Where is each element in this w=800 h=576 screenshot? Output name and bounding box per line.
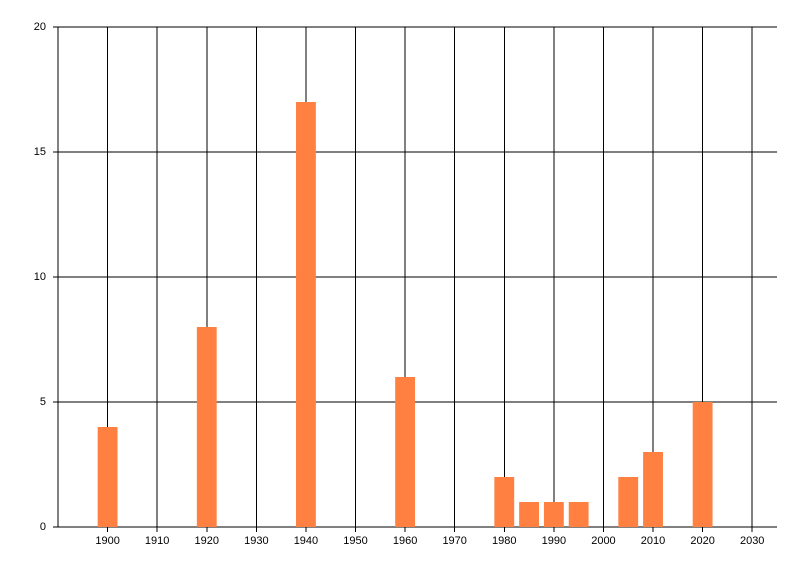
x-tick-label: 2000 — [591, 535, 615, 547]
x-tick-label: 1970 — [442, 535, 466, 547]
bar — [543, 502, 564, 527]
x-tick-label: 1930 — [244, 535, 268, 547]
bar — [494, 477, 515, 527]
x-tick-label: 1950 — [343, 535, 367, 547]
bar — [97, 427, 118, 527]
x-tick-label: 1910 — [145, 535, 169, 547]
x-tick-label: 2030 — [740, 535, 764, 547]
x-tick-label: 1920 — [195, 535, 219, 547]
x-tick-label: 1990 — [542, 535, 566, 547]
x-tick-label: 1940 — [294, 535, 318, 547]
bar — [519, 502, 539, 527]
bar — [692, 402, 713, 527]
bar — [618, 477, 639, 527]
bar — [395, 377, 416, 527]
bar — [568, 502, 589, 527]
x-tick-label: 2010 — [641, 535, 665, 547]
x-tick-label: 1900 — [95, 535, 119, 547]
y-tick-label: 20 — [34, 21, 46, 33]
y-tick-label: 5 — [40, 396, 46, 408]
y-tick-label: 10 — [34, 271, 46, 283]
y-tick-label: 15 — [34, 146, 46, 158]
x-tick-label: 1960 — [393, 535, 417, 547]
x-tick-label: 1980 — [492, 535, 516, 547]
y-tick-label: 0 — [40, 521, 46, 533]
bar — [196, 327, 217, 527]
x-tick-label: 2020 — [690, 535, 714, 547]
bar — [643, 452, 663, 527]
bar — [296, 102, 316, 527]
